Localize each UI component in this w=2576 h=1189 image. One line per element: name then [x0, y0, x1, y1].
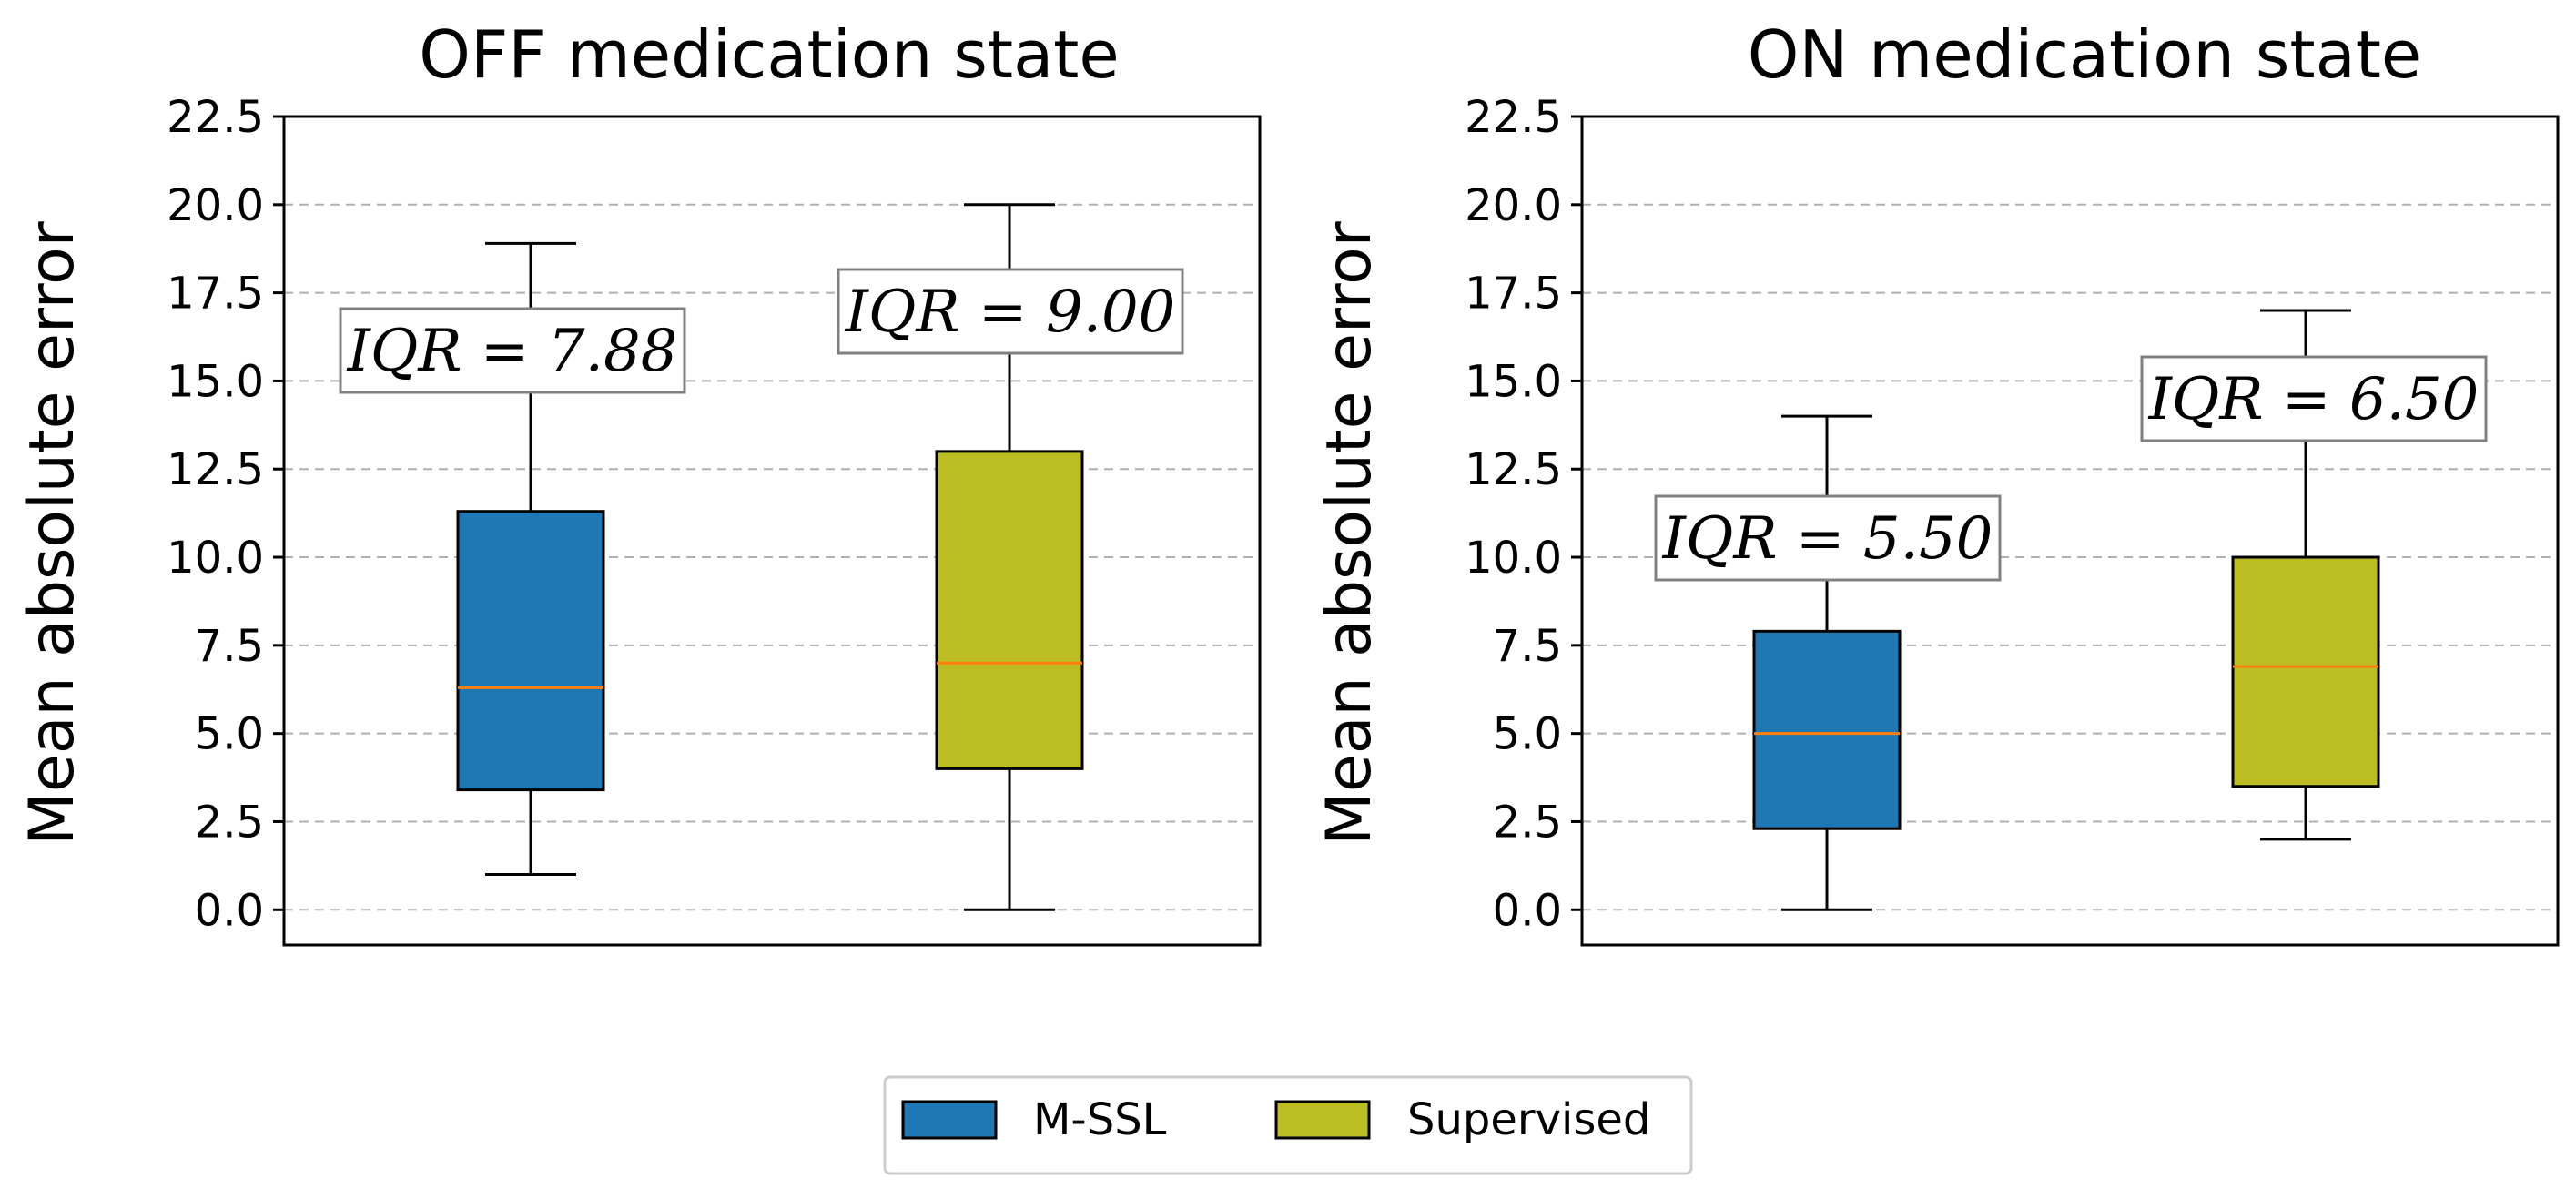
annotation-box	[339, 307, 686, 394]
iqr-annotation: IQR = 7.88	[339, 307, 686, 394]
y-tick-label: 20.0	[167, 180, 264, 231]
grid-lines	[1582, 203, 2558, 911]
iqr-annotation: IQR = 6.50	[2140, 355, 2488, 442]
annotation-box	[837, 268, 1184, 355]
annotation-text: IQR = 7.88	[347, 318, 678, 385]
y-tick-label: 20.0	[1465, 180, 1562, 231]
box-supervised	[2231, 309, 2380, 841]
y-tick-label: 17.5	[1465, 269, 1562, 320]
annotation-box	[2140, 355, 2488, 442]
y-tick-label: 7.5	[1493, 621, 1562, 672]
legend-entry-m-ssl: M-SSL	[901, 1094, 1167, 1145]
legend-swatch-supervised	[1274, 1100, 1371, 1140]
y-axis-label: Mean absolute error	[16, 221, 88, 846]
iqr-box	[456, 510, 605, 792]
y-tick-label: 2.5	[195, 797, 264, 848]
y-tick-label: 22.5	[1465, 92, 1562, 143]
plot-frame	[1580, 115, 2560, 947]
annotation-text: IQR = 6.50	[2148, 366, 2480, 433]
iqr-box	[2231, 555, 2380, 788]
boxes: IQR = 5.50 IQR = 6.50	[1654, 309, 2488, 911]
legend-swatch-m-ssl	[901, 1100, 998, 1140]
y-tick-label: 5.0	[195, 709, 264, 760]
iqr-annotation: IQR = 5.50	[1654, 494, 2002, 582]
y-ticks: 0.0 2.5 5.0 7.5 10.0 12.5 15.0 17.5 20.0 22.5	[1465, 92, 1582, 936]
y-tick-label: 12.5	[1465, 444, 1562, 495]
legend-entry-supervised: Supervised	[1274, 1094, 1650, 1145]
on-medication-panel: ON medication state Mean absolute error …	[1313, 16, 2560, 947]
y-tick-label: 0.0	[195, 885, 264, 936]
iqr-box	[1752, 629, 1902, 830]
annotation-box	[1654, 494, 2002, 582]
iqr-box	[935, 450, 1084, 770]
annotation-text: IQR = 5.50	[1662, 505, 1993, 573]
plot-frame	[282, 115, 1262, 947]
legend-label-m-ssl: M-SSL	[1033, 1094, 1167, 1145]
chart-title: ON medication state	[1748, 16, 2421, 93]
box-m-ssl	[456, 241, 605, 877]
y-tick-label: 7.5	[195, 621, 264, 672]
off-medication-panel: OFF medication state Mean absolute error…	[16, 16, 1262, 947]
box-m-ssl	[1752, 414, 1902, 911]
y-tick-label: 17.5	[167, 269, 264, 320]
iqr-annotation: IQR = 9.00	[837, 268, 1184, 355]
box-supervised	[935, 203, 1084, 911]
y-tick-label: 15.0	[1465, 356, 1562, 407]
annotation-text: IQR = 9.00	[845, 279, 1176, 346]
chart-title: OFF medication state	[419, 16, 1119, 93]
y-tick-label: 5.0	[1493, 709, 1562, 760]
y-tick-label: 2.5	[1493, 797, 1562, 848]
boxes: IQR = 7.88 IQR = 9.00	[339, 203, 1184, 911]
legend: M-SSL Supervised	[883, 1075, 1693, 1175]
y-ticks: 0.0 2.5 5.0 7.5 10.0 12.5 15.0 17.5 20.0 22.5	[167, 92, 284, 936]
y-tick-label: 10.0	[167, 533, 264, 584]
y-tick-label: 22.5	[167, 92, 264, 143]
legend-label-supervised: Supervised	[1407, 1094, 1650, 1145]
y-axis-label: Mean absolute error	[1313, 221, 1385, 846]
y-tick-label: 15.0	[167, 356, 264, 407]
y-tick-label: 0.0	[1493, 885, 1562, 936]
y-tick-label: 10.0	[1465, 533, 1562, 584]
y-tick-label: 12.5	[167, 444, 264, 495]
